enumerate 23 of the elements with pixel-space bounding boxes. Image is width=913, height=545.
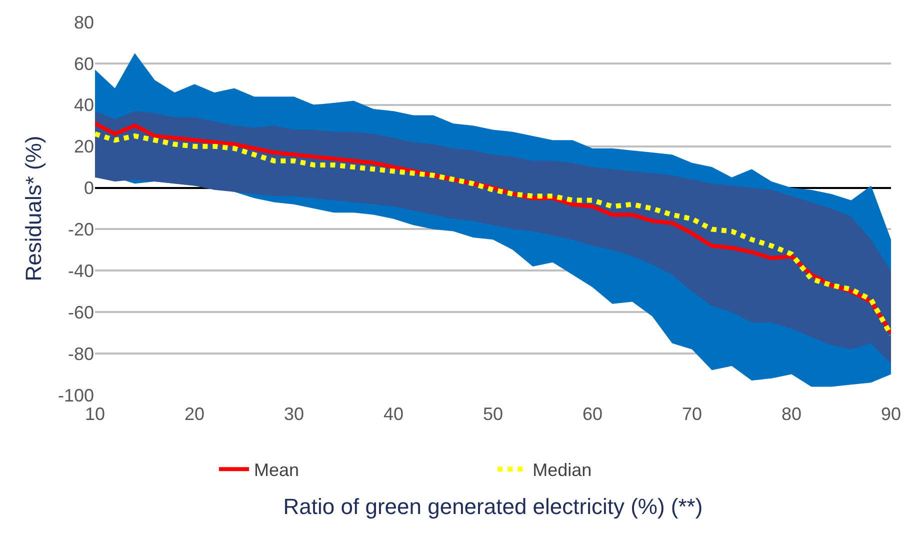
x-tick-label: 60: [582, 404, 603, 424]
y-tick-label: -40: [68, 260, 94, 281]
x-tick-label: 70: [682, 404, 702, 424]
y-tick-label: -60: [68, 302, 94, 322]
x-axis-title: Ratio of green generated electricity (%) (**): [283, 494, 703, 519]
x-tick-label: 20: [184, 404, 205, 424]
x-tick-label: 10: [84, 404, 106, 424]
x-tick-label: 80: [781, 404, 802, 424]
x-tick-label: 90: [880, 404, 902, 424]
y-tick-label: 0: [84, 178, 94, 198]
y-axis-title: Residuals* (%): [20, 136, 46, 282]
y-tick-label: 60: [74, 54, 94, 74]
y-tick-label: -80: [68, 344, 94, 364]
x-tick-label: 30: [284, 404, 304, 424]
legend-label: Mean: [254, 460, 300, 480]
y-tick-label: -100: [58, 385, 94, 406]
x-tick-label: 50: [482, 404, 504, 424]
x-tick-label: 40: [383, 404, 404, 424]
legend-label: Median: [532, 460, 592, 480]
y-tick-label: 20: [74, 136, 94, 157]
y-tick-label: 80: [74, 12, 94, 32]
y-tick-label: -20: [68, 220, 94, 240]
y-tick-label: 40: [74, 95, 94, 116]
